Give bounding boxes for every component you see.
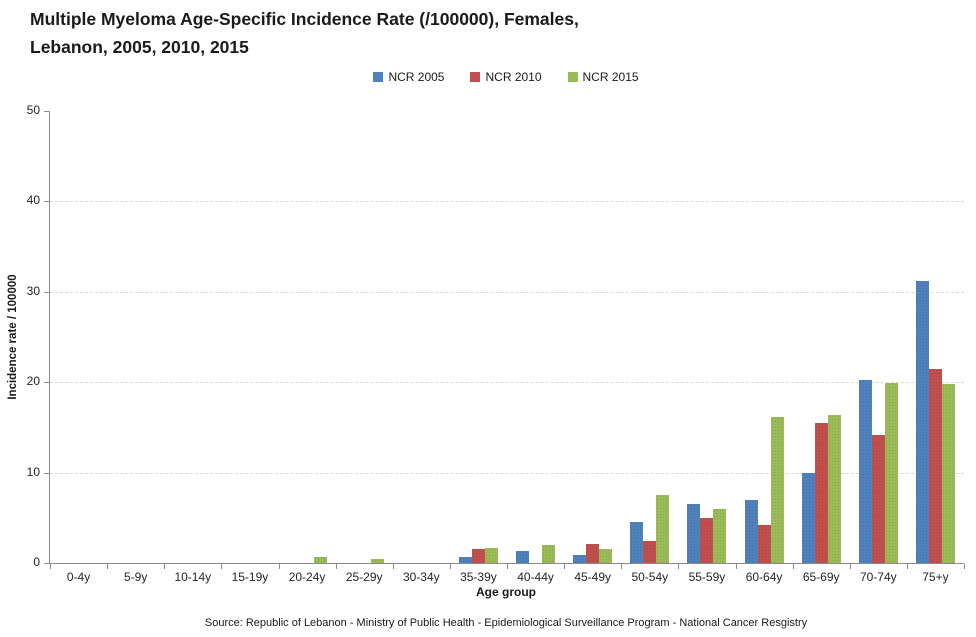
y-tick-mark-10 bbox=[44, 472, 50, 474]
x-axis-label-55-59y: 55-59y bbox=[688, 570, 726, 584]
bar-ncr-2015-40-44y bbox=[542, 544, 556, 563]
x-tick-mark-16 bbox=[964, 564, 965, 569]
legend-item-ncr-2005: NCR 2005 bbox=[373, 70, 444, 84]
x-axis-label-5-9y: 5-9y bbox=[124, 570, 148, 584]
legend: NCR 2005 NCR 2010 NCR 2015 bbox=[49, 70, 963, 84]
y-tick-label-40: 40 bbox=[26, 193, 40, 208]
x-axis-label-25-29y: 25-29y bbox=[345, 570, 383, 584]
y-tick-mark-50 bbox=[44, 111, 50, 112]
x-tick-mark-8 bbox=[507, 564, 508, 569]
x-tick-mark-0 bbox=[50, 564, 51, 569]
x-axis-label-0-4y: 0-4y bbox=[66, 570, 91, 584]
x-tick-mark-13 bbox=[792, 564, 794, 569]
source-note: Source: Republic of Lebanon - Ministry o… bbox=[204, 617, 808, 629]
gridline-30 bbox=[50, 291, 964, 293]
legend-label-ncr-2015: NCR 2015 bbox=[582, 70, 639, 84]
bar-ncr-2010-55-59y bbox=[700, 517, 714, 563]
x-axis-label-75+y: 75+y bbox=[922, 570, 949, 584]
legend-label-ncr-2005: NCR 2005 bbox=[388, 70, 445, 84]
x-axis-label-45-49y: 45-49y bbox=[574, 570, 612, 584]
bar-ncr-2015-45-49y bbox=[599, 548, 613, 563]
bar-ncr-2005-65-69y bbox=[801, 472, 815, 563]
bar-ncr-2010-65-69y bbox=[814, 422, 828, 563]
x-tick-mark-2 bbox=[164, 564, 166, 569]
legend-swatch-ncr-2005 bbox=[373, 72, 384, 82]
bar-ncr-2015-50-54y bbox=[656, 495, 670, 563]
y-tick-mark-20 bbox=[44, 382, 50, 384]
gridline-40 bbox=[50, 201, 964, 203]
y-tick-label-10: 10 bbox=[26, 464, 40, 479]
y-tick-mark-30 bbox=[44, 291, 50, 293]
y-tick-label-20: 20 bbox=[26, 374, 40, 389]
x-tick-mark-12 bbox=[735, 564, 737, 569]
bar-ncr-2005-70-74y bbox=[858, 379, 872, 563]
bar-ncr-2015-65-69y bbox=[827, 414, 841, 563]
bar-ncr-2005-60-64y bbox=[744, 499, 758, 563]
x-axis-label-10-14y: 10-14y bbox=[174, 570, 212, 584]
bar-ncr-2015-70-74y bbox=[884, 383, 898, 563]
x-tick-mark-9 bbox=[564, 564, 566, 569]
chart-title-line1: Multiple Myeloma Age-Specific Incidence … bbox=[30, 9, 579, 29]
bar-ncr-2005-55-59y bbox=[687, 504, 701, 563]
bar-ncr-2005-35-39y bbox=[458, 556, 472, 563]
bar-ncr-2010-35-39y bbox=[471, 549, 485, 563]
y-tick-label-30: 30 bbox=[26, 283, 40, 298]
legend-item-ncr-2015: NCR 2015 bbox=[567, 70, 639, 84]
bar-ncr-2010-75+y bbox=[928, 368, 942, 563]
bar-ncr-2010-70-74y bbox=[871, 434, 885, 563]
bar-ncr-2015-55-59y bbox=[713, 508, 727, 563]
x-axis-label-60-64y: 60-64y bbox=[745, 570, 783, 584]
x-axis-label-20-24y: 20-24y bbox=[288, 570, 326, 584]
x-axis-label-70-74y: 70-74y bbox=[859, 570, 897, 584]
x-axis-title: Age group bbox=[476, 585, 536, 599]
x-tick-mark-15 bbox=[906, 564, 908, 569]
x-tick-mark-14 bbox=[849, 564, 851, 569]
bar-ncr-2005-40-44y bbox=[516, 551, 530, 563]
chart-title: Multiple Myeloma Age-Specific Incidence … bbox=[30, 5, 579, 61]
bar-ncr-2015-35-39y bbox=[484, 547, 498, 563]
bar-ncr-2015-25-29y bbox=[370, 559, 384, 563]
x-tick-mark-3 bbox=[221, 564, 223, 569]
gridline-20 bbox=[50, 382, 964, 384]
x-tick-mark-4 bbox=[278, 564, 280, 569]
x-tick-mark-6 bbox=[392, 564, 394, 569]
x-axis-label-65-69y: 65-69y bbox=[802, 570, 840, 584]
y-tick-mark-40 bbox=[44, 201, 50, 203]
x-tick-mark-1 bbox=[107, 564, 109, 569]
legend-label-ncr-2010: NCR 2010 bbox=[485, 70, 542, 84]
x-axis-label-30-34y: 30-34y bbox=[402, 570, 440, 584]
x-tick-mark-10 bbox=[621, 564, 623, 569]
legend-swatch-ncr-2015 bbox=[567, 72, 578, 82]
bar-ncr-2010-60-64y bbox=[757, 525, 771, 563]
bar-ncr-2005-75+y bbox=[915, 281, 929, 563]
legend-swatch-ncr-2010 bbox=[470, 72, 481, 82]
x-tick-mark-11 bbox=[678, 564, 680, 569]
plot-area: 0 10 20 30 40 50 0-4y 5-9y 10-14y 15-19y 20-24y 25-… bbox=[27, 103, 965, 584]
bar-ncr-2005-45-49y bbox=[573, 554, 587, 563]
x-axis-label-15-19y: 15-19y bbox=[231, 570, 269, 584]
x-tick-mark-5 bbox=[335, 564, 337, 569]
y-tick-label-0: 0 bbox=[33, 555, 40, 569]
y-tick-mark-0 bbox=[44, 563, 50, 564]
bar-ncr-2015-75+y bbox=[941, 384, 955, 563]
bar-ncr-2005-50-54y bbox=[630, 522, 644, 563]
x-axis-label-50-54y: 50-54y bbox=[631, 570, 669, 584]
y-tick-label-50: 50 bbox=[26, 103, 40, 117]
x-axis-label-40-44y: 40-44y bbox=[517, 570, 554, 584]
gridline-10 bbox=[50, 472, 964, 474]
bar-ncr-2010-50-54y bbox=[643, 541, 657, 563]
bar-ncr-2010-45-49y bbox=[586, 544, 600, 563]
x-axis-label-35-39y: 35-39y bbox=[460, 570, 497, 584]
chart-title-line2: Lebanon, 2005, 2010, 2015 bbox=[30, 37, 249, 57]
x-tick-mark-7 bbox=[449, 564, 451, 569]
bar-ncr-2015-60-64y bbox=[770, 416, 784, 563]
legend-item-ncr-2010: NCR 2010 bbox=[470, 70, 542, 84]
bar-ncr-2015-20-24y bbox=[313, 556, 327, 563]
